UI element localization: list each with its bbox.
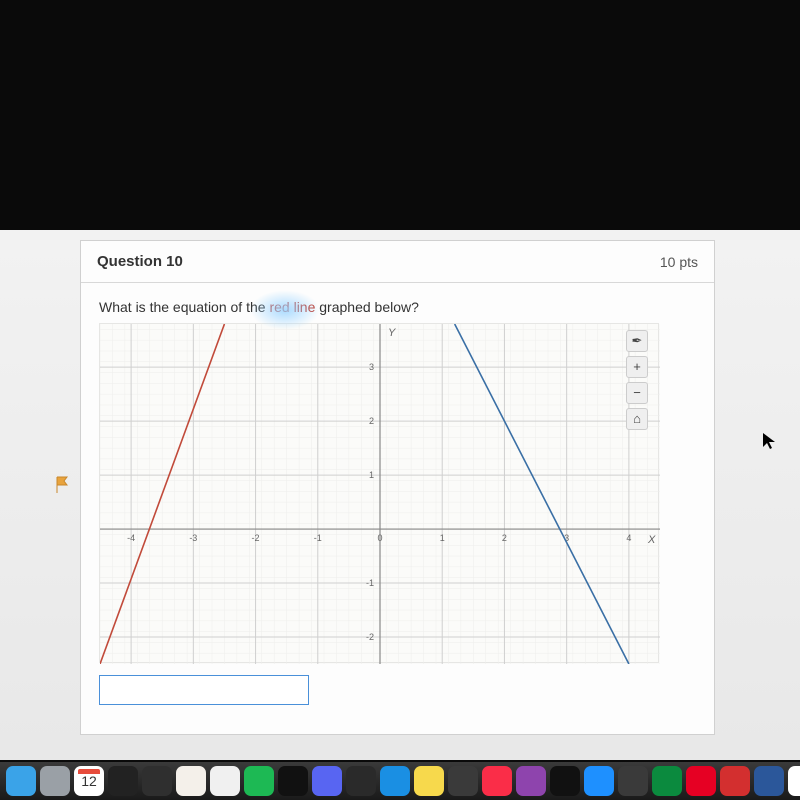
dock-safari-icon[interactable] [380, 766, 410, 796]
dock-pinterest-icon[interactable] [686, 766, 716, 796]
dock-music-icon[interactable] [482, 766, 512, 796]
pen-tool[interactable]: ✒ [626, 330, 648, 352]
svg-text:-1: -1 [366, 578, 374, 588]
card-header: Question 10 10 pts [81, 241, 714, 283]
flag-question-icon[interactable] [55, 476, 69, 494]
zoom-out-tool[interactable]: − [626, 382, 648, 404]
dock-facetime-icon[interactable] [652, 766, 682, 796]
svg-text:0: 0 [377, 533, 382, 543]
svg-text:3: 3 [369, 362, 374, 372]
svg-text:Y: Y [388, 327, 396, 339]
dock-word-icon[interactable] [754, 766, 784, 796]
graph-plot[interactable]: -4-3-2-101234-2-1123YX ✒+−⌂ [99, 323, 659, 663]
cursor-icon [762, 432, 776, 455]
svg-text:4: 4 [626, 533, 631, 543]
question-points: 10 pts [660, 254, 698, 270]
dock-acrobat-icon[interactable] [720, 766, 750, 796]
svg-text:-2: -2 [366, 632, 374, 642]
dock-chrome-icon[interactable] [210, 766, 240, 796]
chart-svg: -4-3-2-101234-2-1123YX [100, 324, 660, 664]
question-prompt: What is the equation of the red line gra… [99, 299, 696, 315]
page-background: Question 10 10 pts What is the equation … [0, 230, 800, 760]
dock-netflix-icon[interactable] [278, 766, 308, 796]
svg-text:-3: -3 [189, 533, 197, 543]
svg-text:1: 1 [369, 470, 374, 480]
prompt-pre: What is the equation of the [99, 299, 269, 315]
dock-appstore-icon[interactable] [584, 766, 614, 796]
dock-teams-icon[interactable] [788, 766, 800, 796]
svg-text:-1: -1 [314, 533, 322, 543]
dock-clock-icon[interactable] [108, 766, 138, 796]
dock-finder-icon[interactable] [6, 766, 36, 796]
svg-text:1: 1 [440, 533, 445, 543]
dock-activity-icon[interactable] [142, 766, 172, 796]
dock-podcasts-icon[interactable] [516, 766, 546, 796]
question-card: Question 10 10 pts What is the equation … [80, 240, 715, 735]
card-body: What is the equation of the red line gra… [81, 283, 714, 721]
svg-text:-4: -4 [127, 533, 135, 543]
svg-text:2: 2 [502, 533, 507, 543]
answer-input[interactable] [99, 675, 309, 705]
dock-photos-icon[interactable] [176, 766, 206, 796]
dock-discord-icon[interactable] [312, 766, 342, 796]
svg-text:X: X [647, 534, 656, 546]
prompt-red: red line [269, 299, 315, 315]
home-tool[interactable]: ⌂ [626, 408, 648, 430]
dock-calendar-icon[interactable]: 12 [74, 766, 104, 796]
dock-messages-icon[interactable] [448, 766, 478, 796]
dock-appletv-icon[interactable] [550, 766, 580, 796]
macos-dock[interactable]: 12 [0, 762, 800, 800]
dock-system-icon[interactable] [618, 766, 648, 796]
question-title: Question 10 [97, 253, 183, 270]
dock-spotify-icon[interactable] [244, 766, 274, 796]
prompt-post: graphed below? [315, 299, 419, 315]
zoom-in-tool[interactable]: + [626, 356, 648, 378]
dock-notes-icon[interactable] [414, 766, 444, 796]
graph-tool-rail: ✒ + − ⌂ [626, 330, 648, 430]
dock-launchpad-icon[interactable] [40, 766, 70, 796]
svg-text:2: 2 [369, 416, 374, 426]
dock-mail-icon[interactable] [346, 766, 376, 796]
svg-text:-2: -2 [252, 533, 260, 543]
